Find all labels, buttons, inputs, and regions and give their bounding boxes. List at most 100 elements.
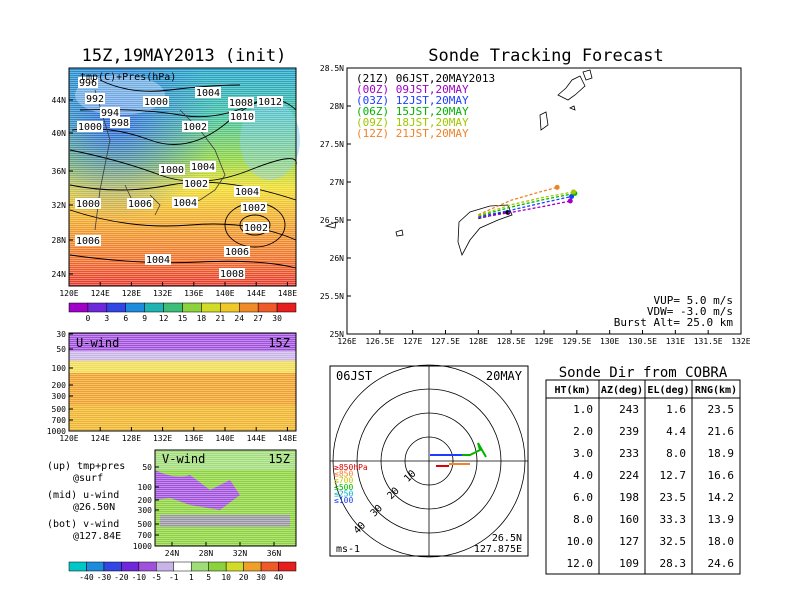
wind-colorbar-tick: -10 <box>132 573 147 582</box>
isobar-label: 1004 <box>235 187 259 198</box>
wind-colorbar-tick: -40 <box>79 573 94 582</box>
track-series-line <box>478 192 575 217</box>
table-cell: 24.6 <box>708 557 735 570</box>
isobar-label: 1002 <box>244 223 268 234</box>
track-legend-entry: (12Z) 21JST,20MAY <box>356 127 469 140</box>
isobar-label: 1006 <box>225 247 249 258</box>
track-lon-tick: 131E <box>666 337 685 346</box>
uwind-pressure-tick: 30 <box>56 330 66 339</box>
table-cell: 160 <box>619 513 639 526</box>
track-series-line <box>478 191 574 217</box>
table-cell: 243 <box>619 403 639 416</box>
uwind-pressure-tick: 100 <box>52 364 67 373</box>
vwind-pressure-tick: 700 <box>138 531 153 540</box>
main-title: 15Z,19MAY2013 (init) <box>82 46 287 66</box>
wind-colorbar-tick: -1 <box>169 573 179 582</box>
wind-colorbar-tick: -20 <box>114 573 129 582</box>
table-cell: 28.3 <box>660 557 687 570</box>
table-cell: 8.0 <box>666 447 686 460</box>
legend-note-sub: @127.84E <box>73 531 121 542</box>
track-lat-tick: 25N <box>330 330 345 339</box>
polar-date: 20MAY <box>486 369 523 383</box>
surface-field-label: tmp(C)+Pres(hPa) <box>80 72 176 83</box>
table-cell: 18.9 <box>708 447 735 460</box>
table-cell: 233 <box>619 447 639 460</box>
isobar-label: 1000 <box>144 97 168 108</box>
wind-colorbar-tick: 5 <box>206 573 211 582</box>
isobar-label: 1010 <box>230 112 254 123</box>
polar-pressure-legend: ≤500 <box>334 483 353 492</box>
table-cell: 23.5 <box>660 491 687 504</box>
track-lon-tick: 129.5E <box>562 337 591 346</box>
temperature-colorbar-tick: 24 <box>234 314 244 323</box>
isobar-label: 1002 <box>184 179 208 190</box>
wind-colorbar: -40 -30 -20 -10 -5 -1 1 5 10 20 30 40 <box>68 561 297 582</box>
polar-pressure-legend: ≥850hPa <box>334 463 368 472</box>
temperature-colorbar-tick: 21 <box>216 314 226 323</box>
track-info-line: VUP= 5.0 m/s <box>654 294 733 307</box>
isobar-label: 1008 <box>220 269 244 280</box>
surface-lon-tick: 128E <box>122 289 141 298</box>
track-lat-tick: 27.5N <box>320 140 344 149</box>
surface-lon-tick: 132E <box>153 289 172 298</box>
table-cell: 12.0 <box>567 557 594 570</box>
vwind-lat-tick: 36N <box>267 549 282 558</box>
uwind-pressure-tick: 1000 <box>47 427 66 436</box>
isobar-label: 1004 <box>191 162 215 173</box>
uwind-pressure-tick: 500 <box>52 405 67 414</box>
track-map: (21Z) 06JST,20MAY2013(00Z) 09JST,20MAY(0… <box>320 64 751 346</box>
surface-lat-tick: 44N <box>52 96 67 105</box>
isobar-label: 996 <box>79 78 97 89</box>
table-cell: 224 <box>619 469 639 482</box>
temperature-colorbar-tick: 15 <box>178 314 188 323</box>
vwind-lat-tick: 32N <box>233 549 248 558</box>
table-title: Sonde Dir from COBRA <box>559 365 728 381</box>
table-cell: 32.5 <box>660 535 687 548</box>
table-cell: 8.0 <box>573 513 593 526</box>
table-cell: 13.9 <box>708 513 735 526</box>
vwind-lat-tick: 24N <box>165 549 180 558</box>
temperature-colorbar-tick: 30 <box>272 314 282 323</box>
surface-lon-tick: 124E <box>91 289 110 298</box>
track-lat-tick: 25.5N <box>320 292 344 301</box>
sonde-direction-table: HT(km) AZ(deg) EL(deg) RNG(km) 1.0 243 1.6 23.5… <box>545 379 741 575</box>
track-lon-tick: 131.5E <box>694 337 723 346</box>
table-cell: 2.0 <box>573 425 593 438</box>
table-cell: 1.6 <box>666 403 686 416</box>
panel-legend-notes: (up) tmp+pres@surf (mid) u-wind@26.50N (bo… <box>47 461 125 542</box>
track-legend-entry: (21Z) 06JST,20MAY2013 <box>356 72 495 85</box>
vwind-lat-tick: 28N <box>199 549 214 558</box>
table-header: AZ(deg) <box>601 385 643 396</box>
track-lon-tick: 126E <box>337 337 356 346</box>
table-header: HT(km) <box>554 385 590 396</box>
wind-colorbar-tick: -5 <box>151 573 161 582</box>
table-cell: 127 <box>619 535 639 548</box>
uwind-pressure-tick: 300 <box>52 392 67 401</box>
uwind-lon-tick: 132E <box>153 434 172 443</box>
legend-note-line: (bot) v-wind <box>47 519 119 530</box>
table-cell: 198 <box>619 491 639 504</box>
vwind-time: 15Z <box>268 452 290 466</box>
surface-lat-tick: 24N <box>52 270 67 279</box>
isobar-label: 1006 <box>76 236 100 247</box>
table-cell: 18.0 <box>708 535 735 548</box>
track-endpoint <box>569 193 575 199</box>
isobar-label: 1000 <box>78 122 102 133</box>
track-endpoint <box>554 184 560 190</box>
isobar-label: 1012 <box>258 97 282 108</box>
isobar-label: 1004 <box>146 255 170 266</box>
uwind-lon-tick: 120E <box>59 434 78 443</box>
track-lon-tick: 128.5E <box>497 337 526 346</box>
track-legend-entry: (00Z) 09JST,20MAY <box>356 83 469 96</box>
polar-pressure-legend: ≤700 <box>334 476 353 485</box>
isobar-label: 1000 <box>76 199 100 210</box>
temperature-colorbar: 0 3 6 9 12 15 18 21 24 27 30 <box>68 302 297 323</box>
surface-lat-tick: 40N <box>52 129 67 138</box>
vwind-pressure-tick: 50 <box>142 463 152 472</box>
uwind-panel: U-wind 15Z 30 50 100 200 300 500 700 1000 120E 1… <box>47 330 297 443</box>
polar-units: ms-1 <box>336 544 360 555</box>
vwind-pressure-tick: 200 <box>138 496 153 505</box>
